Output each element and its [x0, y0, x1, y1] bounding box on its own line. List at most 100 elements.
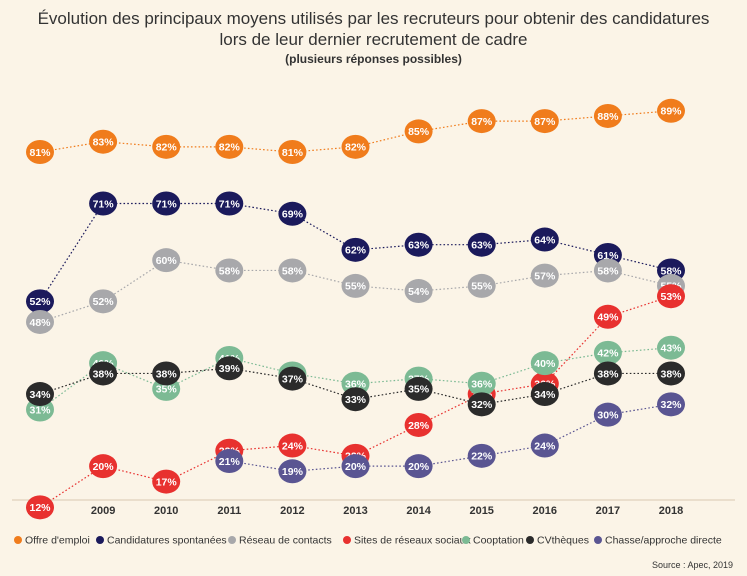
data-label: 62% [345, 245, 367, 257]
data-point [152, 248, 181, 273]
x-tick-label: 2014 [406, 505, 431, 517]
data-point [657, 361, 685, 386]
data-label: 48% [29, 317, 51, 329]
series-line [39, 295, 672, 508]
data-point [152, 361, 181, 386]
chart-title-line2: lors de leur dernier recrutement de cadr… [219, 30, 528, 49]
data-label: 57% [534, 270, 556, 282]
data-label: 12% [29, 502, 51, 514]
data-label: 54% [408, 286, 430, 298]
data-label: 43% [660, 343, 682, 355]
data-point [530, 351, 559, 376]
data-label: 55% [345, 281, 367, 293]
data-point [530, 433, 559, 458]
data-label: 24% [282, 440, 304, 452]
legend-label: Cooptation [473, 535, 524, 547]
legend-swatch [228, 536, 236, 544]
data-point [467, 371, 496, 396]
data-point [467, 273, 496, 298]
data-label: 20% [93, 461, 115, 473]
data-label: 61% [597, 250, 619, 262]
chart-title-line1: Évolution des principaux moyens utilisés… [37, 9, 710, 28]
data-label: 36% [345, 379, 367, 391]
legend-label: Chasse/approche directe [605, 535, 722, 547]
data-point [467, 232, 496, 257]
data-point [404, 232, 433, 257]
data-label: 82% [345, 142, 367, 154]
data-label: 30% [597, 409, 619, 421]
data-label: 17% [156, 476, 178, 488]
data-label: 38% [660, 368, 682, 380]
data-label: 39% [219, 363, 241, 375]
data-label: 63% [408, 240, 430, 252]
data-point [278, 459, 307, 484]
data-label: 35% [156, 384, 178, 396]
data-point [26, 289, 54, 314]
data-label: 81% [29, 147, 51, 159]
legend-swatch [462, 536, 470, 544]
data-point [215, 258, 244, 283]
data-label: 87% [471, 116, 493, 128]
data-label: 82% [156, 142, 178, 154]
data-label: 58% [282, 265, 304, 277]
data-point [341, 237, 370, 262]
data-point [467, 443, 496, 468]
data-point [26, 495, 54, 520]
data-point [404, 376, 433, 401]
data-point [89, 361, 118, 386]
x-tick-label: 2015 [469, 505, 493, 517]
data-point [278, 433, 307, 458]
data-label: 36% [471, 379, 493, 391]
data-point [593, 402, 622, 427]
data-point [152, 191, 181, 216]
chart-subtitle: (plusieurs réponses possibles) [285, 52, 462, 66]
data-point [215, 356, 244, 381]
data-label: 58% [660, 265, 682, 277]
data-label: 32% [471, 399, 493, 411]
data-label: 21% [219, 456, 241, 468]
data-point [215, 449, 244, 473]
legend-label: Offre d'emploi [25, 535, 90, 547]
data-point [593, 361, 622, 386]
data-point [593, 340, 622, 365]
data-point [278, 258, 307, 283]
data-label: 19% [282, 466, 304, 478]
x-tick-label: 2018 [659, 505, 683, 517]
x-tick-label: 2017 [596, 505, 620, 517]
data-label: 20% [345, 461, 367, 473]
legend-swatch [594, 536, 602, 544]
data-label: 32% [660, 399, 682, 411]
data-point [278, 366, 307, 391]
data-label: 69% [282, 209, 304, 221]
data-label: 58% [219, 265, 241, 277]
data-label: 40% [534, 358, 556, 370]
data-point [657, 98, 685, 123]
data-label: 28% [408, 420, 430, 432]
data-point [215, 191, 244, 216]
data-point [89, 454, 118, 479]
data-point [530, 109, 559, 134]
data-point [89, 129, 118, 154]
data-point [341, 454, 370, 479]
data-label: 38% [156, 368, 178, 380]
data-point [657, 284, 685, 309]
data-point [657, 392, 685, 417]
data-label: 35% [408, 384, 430, 396]
x-tick-label: 2009 [91, 505, 115, 517]
x-tick-label: 2011 [217, 505, 241, 517]
data-point [278, 201, 307, 226]
data-point [593, 304, 622, 329]
data-point [26, 140, 54, 164]
legend-label: CVthèques [537, 535, 589, 547]
legend-label: Sites de réseaux sociaux [354, 535, 471, 547]
data-point [26, 309, 54, 334]
data-point [467, 392, 496, 417]
legend-swatch [96, 536, 104, 544]
legend-label: Candidatures spontanées [107, 535, 227, 547]
x-tick-label: 2016 [533, 505, 557, 517]
data-label: 52% [29, 296, 51, 308]
data-label: 71% [219, 198, 241, 210]
data-point [530, 263, 559, 288]
data-point [657, 335, 685, 360]
